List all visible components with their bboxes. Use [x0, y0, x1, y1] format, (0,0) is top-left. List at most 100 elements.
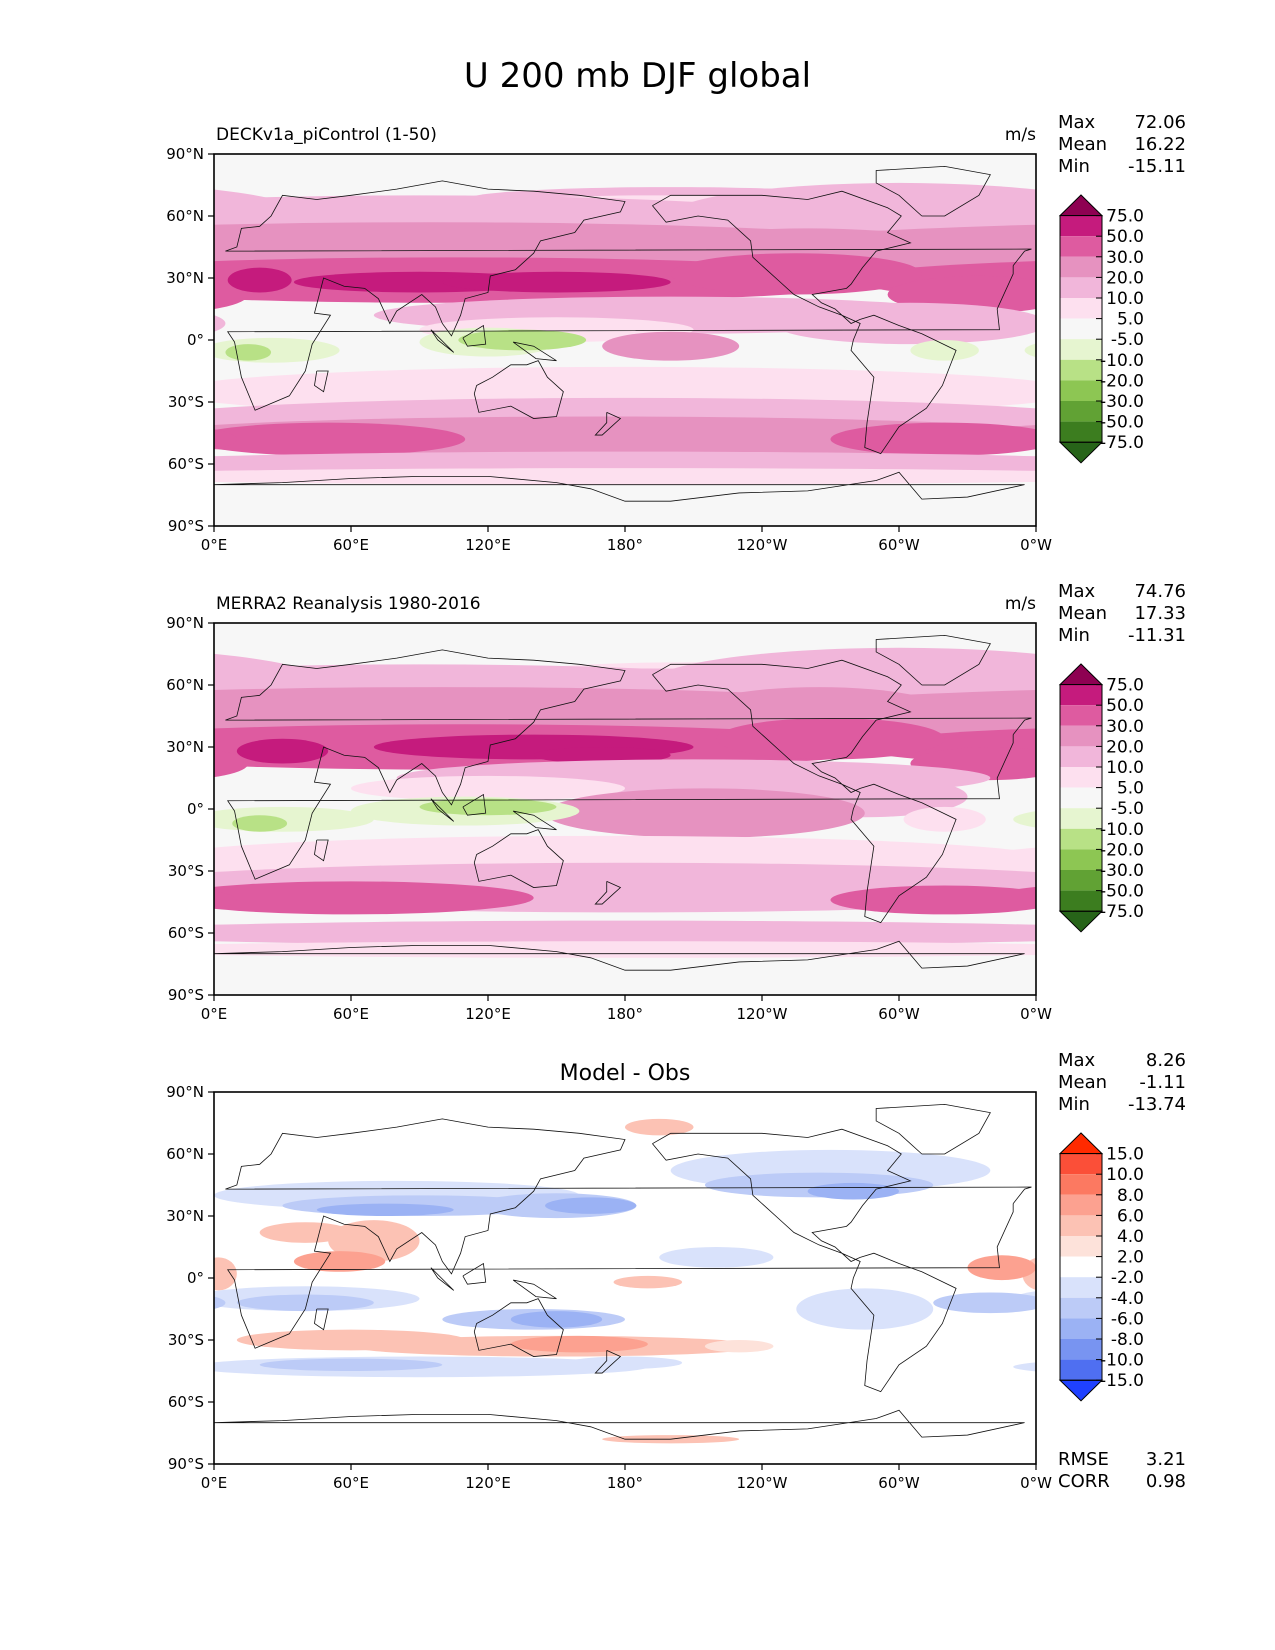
contour-region — [82, 807, 164, 832]
contour-region — [602, 331, 740, 361]
contour-region — [807, 1182, 899, 1200]
colorbar-cell — [1060, 870, 1102, 891]
contour-region — [670, 253, 922, 295]
coastline — [652, 1128, 957, 1393]
colorbar-label: -5.0 — [1111, 799, 1144, 819]
lon-tick-label: 60°E — [333, 1474, 369, 1492]
contour-region — [0, 1173, 111, 1198]
contour-region — [232, 815, 288, 832]
lat-tick-label: 0° — [187, 800, 204, 818]
colorbar-extend-bottom — [1058, 1379, 1104, 1402]
lat-tick-label: 60°N — [166, 207, 204, 225]
coastline — [462, 324, 487, 347]
lat-tick-label: 90°N — [166, 614, 204, 632]
stat-value: -11.31 — [1128, 625, 1186, 646]
coastline — [594, 880, 622, 905]
coastline — [594, 1349, 622, 1374]
contour-region — [214, 1257, 237, 1291]
lat-tick-label: 30°N — [166, 269, 204, 287]
map-plot: 90°N 60°N 30°N 0° 30°S 60°S 90°S0°E 60°E 120°E 18… — [0, 145, 1275, 554]
lon-tick-label: 180° — [607, 1474, 643, 1492]
colorbar-extend-bottom — [1058, 441, 1104, 464]
colorbar-label: -10.0 — [1100, 820, 1144, 840]
contour-region — [990, 380, 1036, 403]
contour-region — [910, 340, 979, 361]
contour-region — [1139, 1204, 1275, 1216]
panel-1: DECKv1a_piControl (1-50) m/s Max 72.06 Mean 1… — [0, 112, 1275, 554]
contour-region — [773, 302, 1036, 345]
colorbar-frame — [1059, 684, 1103, 912]
colorbar-label: -10.0 — [1100, 1351, 1144, 1371]
coastline — [512, 1279, 557, 1300]
coastline — [214, 940, 1025, 971]
colorbar-label: 5.0 — [1117, 779, 1144, 799]
lon-tick-label: 120°E — [465, 1005, 511, 1023]
colorbar-cell — [1060, 1236, 1102, 1257]
colorbar-label: -50.0 — [1100, 882, 1144, 902]
coastline — [314, 370, 329, 393]
colorbar-label: 10.0 — [1106, 1165, 1144, 1185]
contour-region — [227, 267, 292, 293]
coastline — [473, 1298, 564, 1357]
colorbar-label: 10.0 — [1106, 758, 1144, 778]
lat-tick-label: 60°S — [168, 924, 204, 942]
stat-label: Max — [1058, 1050, 1096, 1071]
stat-label: RMSE — [1058, 1449, 1109, 1470]
lon-tick-label: 0°W — [1020, 536, 1052, 554]
colorbar: 75.050.030.020.010.05.0-5.0-10.0-20.0-30… — [1058, 194, 1144, 464]
lon-tick-label: 120°W — [737, 536, 788, 554]
colorbar-cell — [1060, 1153, 1102, 1175]
colorbar-label: -75.0 — [1100, 902, 1144, 922]
panel-title: Model - Obs — [560, 1061, 691, 1086]
lat-tick-label: 90°N — [166, 1083, 204, 1101]
contour-region — [1173, 776, 1275, 801]
lat-tick-label: 60°S — [168, 1393, 204, 1411]
contour-region — [0, 687, 146, 745]
colorbar-cell — [1060, 1359, 1102, 1381]
stat-value: 16.22 — [1134, 134, 1186, 155]
contour-region — [419, 798, 557, 816]
contour-region — [0, 297, 146, 334]
colorbar-label: 75.0 — [1106, 207, 1144, 227]
contour-region — [0, 687, 134, 745]
colorbar-cell — [1060, 1297, 1102, 1319]
stat-label: Max — [1058, 581, 1096, 602]
colorbar-label: 10.0 — [1106, 289, 1144, 309]
contour-region — [1196, 735, 1275, 760]
contour-region — [0, 187, 54, 212]
contour-region — [659, 1247, 774, 1268]
colorbar-cell — [1060, 1194, 1102, 1216]
stat-value: -1.11 — [1139, 1072, 1186, 1093]
contour-region — [0, 724, 77, 769]
contour-region — [214, 891, 237, 909]
map-plot: 90°N 60°N 30°N 0° 30°S 60°S 90°S0°E 60°E 120°E 18… — [0, 1083, 1275, 1492]
colorbar-cell — [1060, 401, 1102, 422]
colorbar-extend-bottom — [1058, 910, 1104, 933]
contour-region — [899, 470, 1036, 482]
contour-region — [830, 885, 1036, 915]
contour-region — [0, 1150, 168, 1191]
contour-region — [0, 718, 123, 759]
colorbar-frame — [1059, 1153, 1103, 1381]
colorbar-cell — [1060, 1256, 1102, 1278]
contour-region — [328, 1220, 420, 1262]
lon-tick-label: 0°E — [201, 1005, 228, 1023]
contour-region — [236, 1294, 374, 1312]
colorbar-cell — [1060, 787, 1102, 809]
colorbar-extend-top — [1058, 194, 1104, 217]
contour-region — [351, 775, 625, 801]
colorbar-cell — [1060, 421, 1102, 443]
contour-region — [0, 759, 168, 796]
contour-region — [1219, 759, 1275, 796]
contour-region — [236, 738, 329, 764]
contour-region — [967, 847, 1036, 874]
contour-region — [0, 662, 54, 687]
lat-tick-label: 60°N — [166, 1145, 204, 1163]
contour-region — [510, 1335, 648, 1353]
colorbar-label: 4.0 — [1117, 1227, 1144, 1247]
contour-region — [0, 788, 43, 838]
contour-region — [1264, 272, 1275, 293]
lon-tick-label: 60°E — [333, 536, 369, 554]
stat-value: 0.98 — [1146, 1471, 1186, 1492]
contour-region — [533, 747, 671, 764]
